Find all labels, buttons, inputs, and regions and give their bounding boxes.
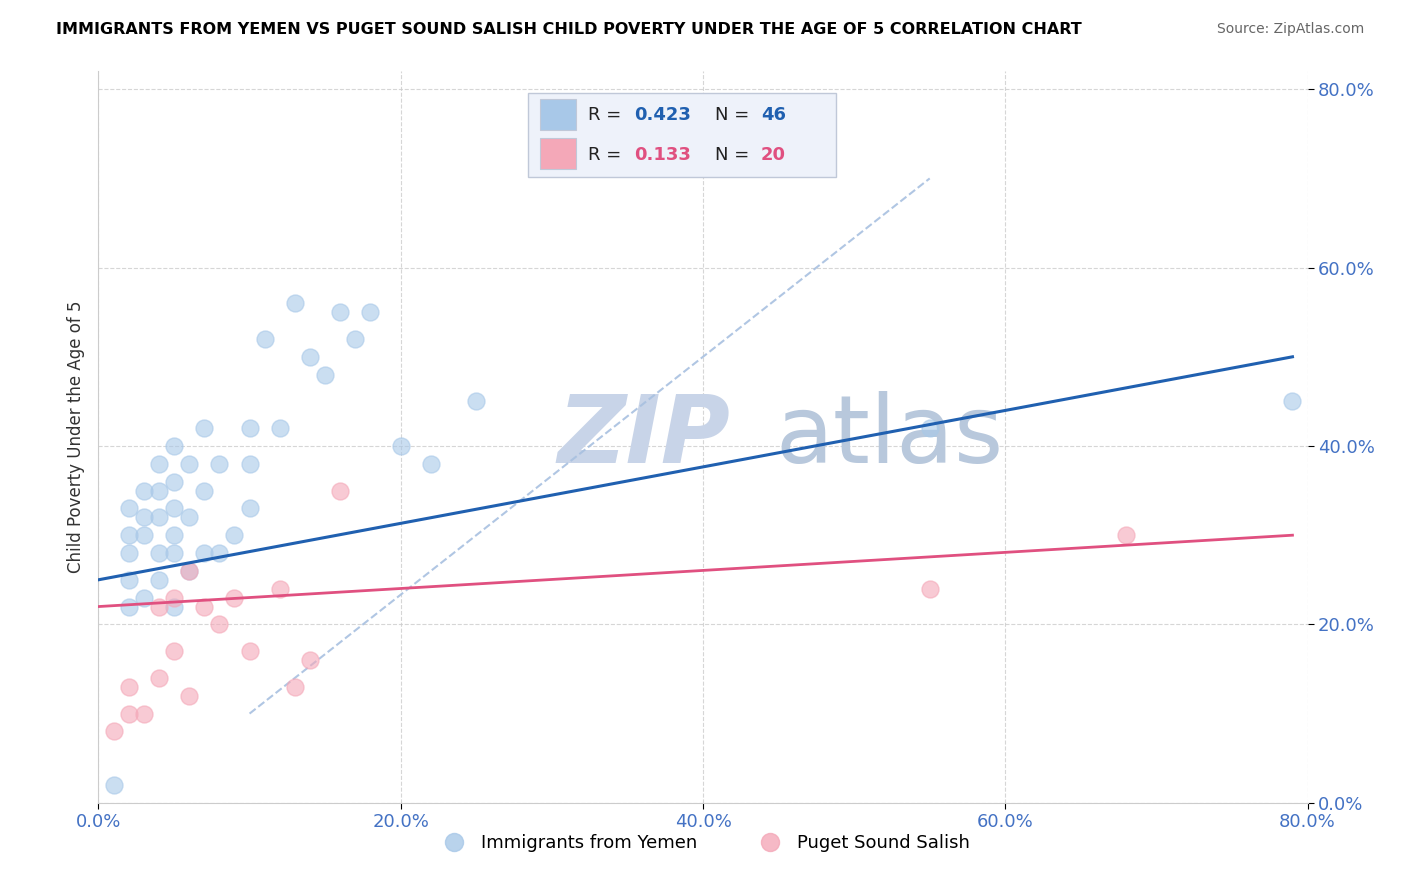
Point	[148, 671, 170, 685]
Point	[918, 421, 941, 435]
Point	[284, 680, 307, 694]
Point	[239, 421, 262, 435]
Point	[163, 644, 186, 658]
Point	[193, 546, 215, 560]
Point	[179, 457, 201, 471]
Text: 0.133: 0.133	[634, 146, 690, 164]
Point	[239, 644, 262, 658]
Point	[299, 653, 322, 667]
Text: 20: 20	[761, 146, 786, 164]
Point	[239, 457, 262, 471]
Point	[118, 680, 141, 694]
Point	[163, 591, 186, 605]
Point	[118, 573, 141, 587]
Y-axis label: Child Poverty Under the Age of 5: Child Poverty Under the Age of 5	[66, 301, 84, 574]
Legend: Immigrants from Yemen, Puget Sound Salish: Immigrants from Yemen, Puget Sound Salis…	[429, 827, 977, 860]
Point	[389, 439, 412, 453]
Point	[179, 564, 201, 578]
Point	[148, 599, 170, 614]
Text: R =: R =	[588, 146, 627, 164]
Point	[208, 546, 231, 560]
Point	[179, 689, 201, 703]
Text: N =: N =	[716, 106, 755, 124]
Point	[103, 778, 125, 792]
Bar	[540, 138, 576, 169]
Point	[465, 394, 488, 409]
Point	[163, 599, 186, 614]
Point	[132, 706, 155, 721]
Point	[103, 724, 125, 739]
Point	[269, 582, 291, 596]
Text: 46: 46	[761, 106, 786, 124]
Point	[163, 439, 186, 453]
Point	[224, 591, 246, 605]
Point	[148, 573, 170, 587]
Point	[179, 564, 201, 578]
Point	[148, 546, 170, 560]
Point	[163, 528, 186, 542]
Point	[239, 501, 262, 516]
Point	[269, 421, 291, 435]
Point	[224, 528, 246, 542]
Point	[314, 368, 336, 382]
Point	[118, 706, 141, 721]
Point	[118, 546, 141, 560]
Point	[148, 510, 170, 524]
Point	[163, 501, 186, 516]
Point	[163, 475, 186, 489]
Point	[118, 599, 141, 614]
Text: atlas: atlas	[776, 391, 1004, 483]
Text: IMMIGRANTS FROM YEMEN VS PUGET SOUND SALISH CHILD POVERTY UNDER THE AGE OF 5 COR: IMMIGRANTS FROM YEMEN VS PUGET SOUND SAL…	[56, 22, 1083, 37]
Point	[163, 546, 186, 560]
Point	[132, 510, 155, 524]
Point	[193, 599, 215, 614]
Point	[208, 457, 231, 471]
Point	[148, 457, 170, 471]
Point	[344, 332, 367, 346]
Point	[1281, 394, 1303, 409]
Text: Source: ZipAtlas.com: Source: ZipAtlas.com	[1216, 22, 1364, 37]
Point	[132, 528, 155, 542]
FancyBboxPatch shape	[527, 94, 837, 178]
Point	[1115, 528, 1137, 542]
Point	[208, 617, 231, 632]
Point	[148, 483, 170, 498]
Point	[360, 305, 382, 319]
Point	[918, 582, 941, 596]
Point	[420, 457, 443, 471]
Point	[118, 528, 141, 542]
Text: N =: N =	[716, 146, 755, 164]
Bar	[540, 99, 576, 130]
Text: ZIP: ZIP	[558, 391, 731, 483]
Point	[132, 591, 155, 605]
Point	[118, 501, 141, 516]
Text: R =: R =	[588, 106, 627, 124]
Point	[193, 421, 215, 435]
Text: 0.423: 0.423	[634, 106, 690, 124]
Point	[329, 305, 352, 319]
Point	[284, 296, 307, 310]
Point	[132, 483, 155, 498]
Point	[179, 510, 201, 524]
Point	[193, 483, 215, 498]
Point	[299, 350, 322, 364]
Point	[329, 483, 352, 498]
Point	[253, 332, 276, 346]
